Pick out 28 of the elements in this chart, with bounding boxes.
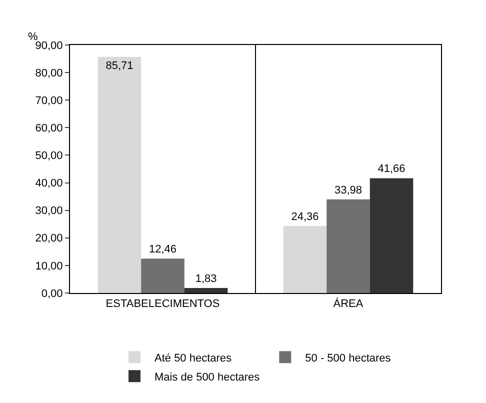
bar	[184, 288, 228, 293]
y-tick-label: 70,00	[35, 94, 63, 107]
bar	[370, 178, 414, 293]
data-label: 12,46	[148, 244, 177, 256]
y-tick-label: 90,00	[35, 40, 63, 52]
y-tick-label: 40,00	[35, 178, 63, 190]
y-axis-title: %	[28, 31, 38, 43]
y-tick-label: 0,00	[41, 288, 63, 300]
bar	[326, 199, 370, 293]
bar	[141, 258, 184, 293]
data-label: 1,83	[195, 272, 217, 285]
legend-label: Mais de 500 hectares	[154, 371, 260, 384]
y-tick-label: 10,00	[35, 260, 63, 272]
x-tick-label: ÁREA	[333, 297, 364, 310]
bar	[283, 226, 327, 293]
data-label: 33,98	[334, 184, 362, 196]
data-label: 85,71	[106, 60, 134, 72]
data-label: 24,36	[291, 210, 319, 223]
legend-label: 50 - 500 hectares	[305, 352, 392, 364]
y-tick-label: 60,00	[35, 122, 63, 135]
y-tick-label: 30,00	[35, 205, 63, 218]
bar	[98, 56, 142, 293]
data-label: 41,66	[378, 163, 406, 176]
y-tick-label: 80,00	[35, 67, 63, 80]
y-tick-label: 50,00	[35, 150, 63, 162]
y-tick-label: 20,00	[35, 232, 63, 245]
x-tick-label: ESTABELECIMENTOS	[106, 298, 220, 310]
legend-label: Até 50 hectares	[154, 352, 232, 364]
